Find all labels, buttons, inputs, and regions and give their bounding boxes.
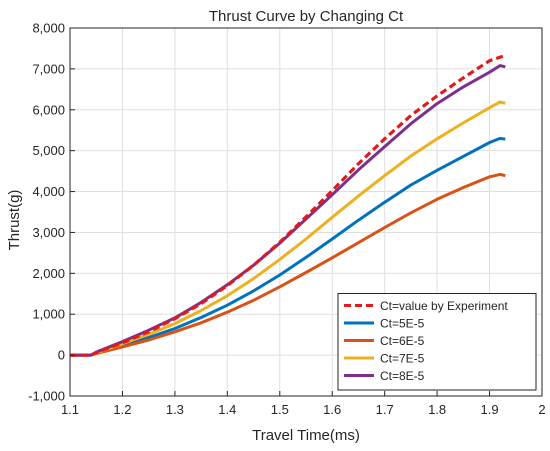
legend-label: Ct=5E-5 (380, 317, 425, 331)
legend: Ct=value by Experiment Ct=5E-5 Ct=6E-5 Ct=7… (337, 293, 537, 391)
legend-label: Ct=value by Experiment (380, 299, 508, 313)
y-axis-title: Thrust(g) (6, 190, 23, 251)
y-tick-label: 0 (58, 348, 65, 363)
y-tick-label: 7,000 (32, 61, 65, 76)
y-tick-label: 4,000 (32, 184, 65, 199)
x-tick-label: 1.6 (323, 402, 341, 417)
y-tick-label: -1,000 (28, 389, 65, 404)
y-tick-label: 5,000 (32, 143, 65, 158)
x-tick-label: 1.5 (271, 402, 289, 417)
series-line-ct-6e-5 (70, 172, 506, 357)
y-tick-label: 3,000 (32, 225, 65, 240)
x-tick-label: 1.2 (113, 402, 131, 417)
x-axis-title: Travel Time(ms) (252, 427, 360, 444)
chart-title: Thrust Curve by Changing Ct (209, 8, 404, 25)
x-tick-label: 1.8 (428, 402, 446, 417)
x-tick-label: 1.3 (166, 402, 184, 417)
y-tick-label: 6,000 (32, 102, 65, 117)
plot-frame (69, 27, 543, 397)
series-lines (70, 53, 506, 357)
series-line-ct-5e-5 (70, 136, 506, 357)
y-tick-label: 1,000 (32, 307, 65, 322)
x-tick-label: 1.9 (481, 402, 499, 417)
x-tick-label: 1.1 (61, 402, 79, 417)
legend-label: Ct=8E-5 (380, 369, 425, 383)
y-tick-label: 8,000 (32, 21, 65, 36)
legend-label: Ct=6E-5 (380, 334, 425, 348)
series-line-ct-value-by-experiment (70, 53, 506, 357)
y-tick-label: 2,000 (32, 266, 65, 281)
axis-ticks: 1.1 1.2 1.3 1.4 1.5 1.6 1.7 1.8 1.9 2 -1,000 0 1,000… (28, 21, 545, 418)
x-tick-label: 2 (538, 402, 545, 417)
x-tick-label: 1.4 (218, 402, 236, 417)
legend-label: Ct=7E-5 (380, 352, 425, 366)
x-tick-label: 1.7 (376, 402, 394, 417)
